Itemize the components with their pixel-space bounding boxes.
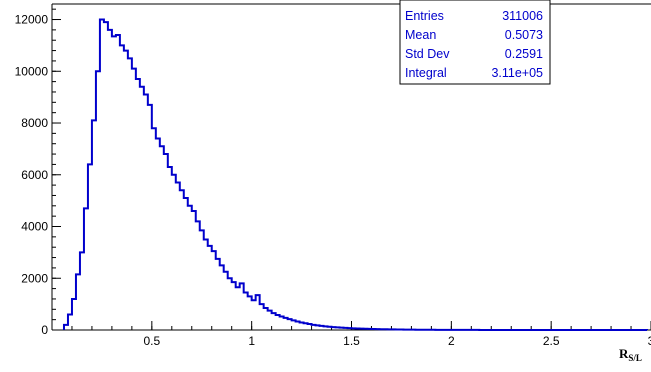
x-tick-label: 1 (248, 334, 255, 348)
y-tick-label: 10000 (15, 64, 49, 78)
x-axis-title-subscript: S/L (628, 353, 642, 363)
x-tick-label: 1.5 (343, 334, 360, 348)
histogram-series (62, 18, 649, 331)
stats-mean-value: 0.5073 (505, 28, 543, 42)
stats-stddev-label: Std Dev (405, 47, 450, 61)
stats-integral-label: Integral (405, 66, 447, 80)
stats-entries-value: 311006 (502, 9, 543, 23)
y-tick-label: 6000 (21, 168, 48, 182)
stats-entries-label: Entries (405, 9, 444, 23)
y-tick-label: 8000 (21, 116, 48, 130)
x-axis-title-main: R (619, 346, 629, 361)
stats-box-frame (399, 0, 551, 85)
x-tick-label: 2.5 (543, 334, 560, 348)
y-tick-label: 0 (41, 323, 48, 337)
x-tick-label: 0.5 (143, 334, 160, 348)
axes: 0.5 1 1.5 2 2.5 3 0 2000 4000 6000 8000 10000 12000 (15, 3, 651, 348)
x-tick-label: 2 (448, 334, 455, 348)
stats-stddev-value: 0.2591 (505, 47, 543, 61)
y-tick-label: 4000 (21, 220, 48, 234)
y-tick-label: 2000 (21, 271, 48, 285)
y-tick-label: 12000 (15, 13, 49, 27)
stats-integral-value: 3.11e+05 (491, 66, 543, 80)
x-axis-title: RS/L (619, 346, 642, 363)
histogram-series-line (62, 18, 649, 331)
stats-mean-label: Mean (405, 28, 436, 42)
x-tick-label: 3 (648, 334, 651, 348)
stats-box: Entries 311006 Mean 0.5073 Std Dev 0.259… (399, 0, 551, 85)
